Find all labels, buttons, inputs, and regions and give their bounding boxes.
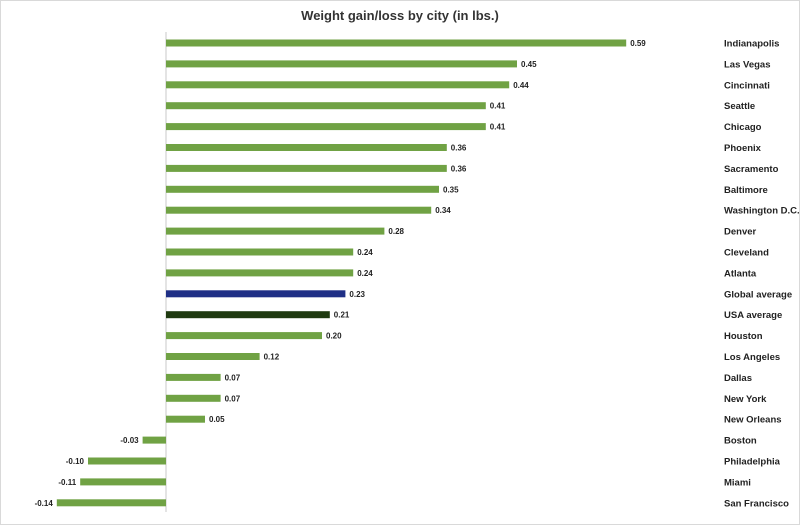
value-label: 0.12 (264, 353, 280, 362)
value-label: 0.28 (388, 227, 404, 236)
value-label: 0.05 (209, 415, 225, 424)
value-label: -0.03 (120, 436, 139, 445)
category-label: Indianapolis (724, 39, 779, 50)
bar-phoenix (166, 144, 447, 151)
category-label: Cincinnati (724, 80, 770, 91)
bars-group (56, 39, 627, 507)
bar-baltimore (166, 185, 439, 193)
category-label: New York (724, 394, 767, 405)
bar-houston (166, 332, 322, 340)
value-label: 0.07 (225, 394, 241, 403)
value-label: 0.36 (451, 164, 467, 173)
bar-miami (80, 478, 166, 486)
bar-washington-d-c- (166, 206, 432, 214)
value-label: -0.10 (66, 457, 85, 466)
category-label: Washington D.C. (724, 206, 800, 217)
bar-cincinnati (166, 81, 510, 89)
value-label: 0.20 (326, 332, 342, 341)
category-labels-group: Indianapolis Las Vegas Cincinnati Seattle Ch… (724, 39, 800, 510)
value-labels-group: 0.59 0.45 0.44 0.41 0.41 0.36 0.36 0.35 0.34 0.28… (35, 39, 647, 508)
value-label: 0.35 (443, 185, 459, 194)
value-label: 0.45 (521, 60, 537, 69)
category-label: Seattle (724, 101, 755, 112)
value-label: -0.11 (58, 478, 76, 487)
value-label: 0.36 (451, 144, 467, 153)
value-label: 0.59 (630, 39, 646, 48)
value-label: 0.24 (357, 269, 373, 278)
category-label: Miami (724, 477, 751, 488)
value-label: 0.41 (490, 123, 506, 132)
bar-san-francisco (56, 499, 166, 507)
category-label: Houston (724, 331, 763, 342)
category-label: Global average (724, 289, 792, 300)
bar-las-vegas (166, 60, 517, 68)
bar-denver (166, 227, 385, 235)
category-label: Los Angeles (724, 352, 780, 363)
value-label: 0.24 (357, 248, 373, 257)
category-label: Dallas (724, 373, 752, 384)
value-label: 0.44 (513, 81, 529, 90)
bar-sacramento (166, 164, 447, 172)
bar-new-york (166, 394, 221, 402)
value-label: 0.34 (435, 206, 451, 215)
bar-usa-average (166, 311, 330, 319)
bar-philadelphia (88, 457, 166, 465)
bar-new-orleans (166, 415, 205, 423)
bar-los-angeles (166, 353, 260, 360)
value-label: -0.14 (35, 499, 54, 508)
chart-title: Weight gain/loss by city (in lbs.) (301, 8, 499, 23)
bar-atlanta (166, 269, 354, 277)
bar-cleveland (166, 248, 354, 256)
value-label: 0.41 (490, 102, 506, 111)
category-label: Boston (724, 436, 757, 447)
bar-seattle (166, 102, 486, 110)
bar-chicago (166, 123, 486, 131)
bar-global-average (166, 290, 346, 298)
category-label: Atlanta (724, 268, 757, 279)
category-label: Philadelphia (724, 457, 781, 468)
category-label: New Orleans (724, 415, 782, 426)
category-label: Cleveland (724, 248, 769, 259)
value-label: 0.21 (334, 311, 350, 320)
bar-indianapolis (166, 39, 627, 47)
category-label: USA average (724, 310, 782, 321)
value-label: 0.23 (349, 290, 365, 299)
bar-boston (142, 436, 166, 444)
category-label: Chicago (724, 122, 762, 133)
category-label: Baltimore (724, 185, 768, 196)
category-label: Denver (724, 227, 757, 238)
category-label: Sacramento (724, 164, 779, 175)
bar-dallas (166, 373, 221, 381)
category-label: San Francisco (724, 498, 789, 509)
value-label: 0.07 (225, 373, 241, 382)
category-label: Phoenix (724, 143, 762, 154)
category-label: Las Vegas (724, 59, 770, 70)
